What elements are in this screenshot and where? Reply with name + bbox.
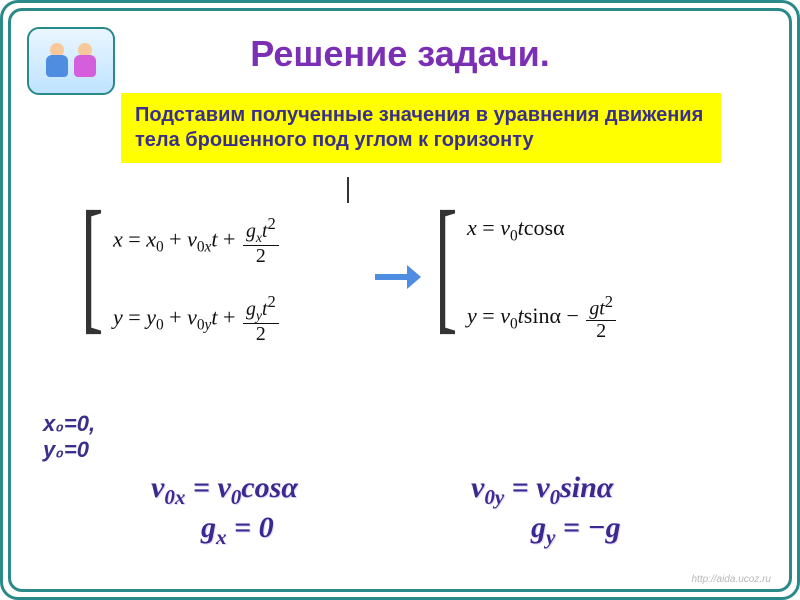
eq-gy: gy = −g <box>531 511 621 550</box>
eq-x-general: x = x0 + v0xt + gxt22 <box>113 215 281 268</box>
eq-v0x: v0x = v0cosα <box>151 471 298 510</box>
left-bracket-2: [ <box>435 189 457 339</box>
slide-inner-frame: Решение задачи. Подставим полученные зна… <box>8 8 792 592</box>
connector-line <box>347 177 349 203</box>
initial-conditions: x₀=0, y₀=0 <box>43 411 95 464</box>
arrow-right-icon <box>375 265 421 289</box>
eq-y-substituted: y = v0tsinα − gt22 <box>467 293 618 343</box>
eq-gx: gx = 0 <box>201 511 274 550</box>
left-bracket-1: [ <box>81 189 103 339</box>
equation-area: [ x = x0 + v0xt + gxt22 y = y0 + v0yt + … <box>81 201 751 381</box>
footer-url: http://aida.ucoz.ru <box>692 574 772 585</box>
eq-y-general: y = y0 + v0yt + gyt22 <box>113 293 281 346</box>
eq-x-substituted: x = v0tcosα <box>467 215 565 245</box>
init-x0: x₀=0, <box>43 411 95 437</box>
eq-v0y: v0y = v0sinα <box>471 471 613 510</box>
highlight-box: Подставим полученные значения в уравнени… <box>121 93 721 163</box>
slide-title: Решение задачи. <box>11 33 789 75</box>
init-y0: y₀=0 <box>43 437 95 463</box>
